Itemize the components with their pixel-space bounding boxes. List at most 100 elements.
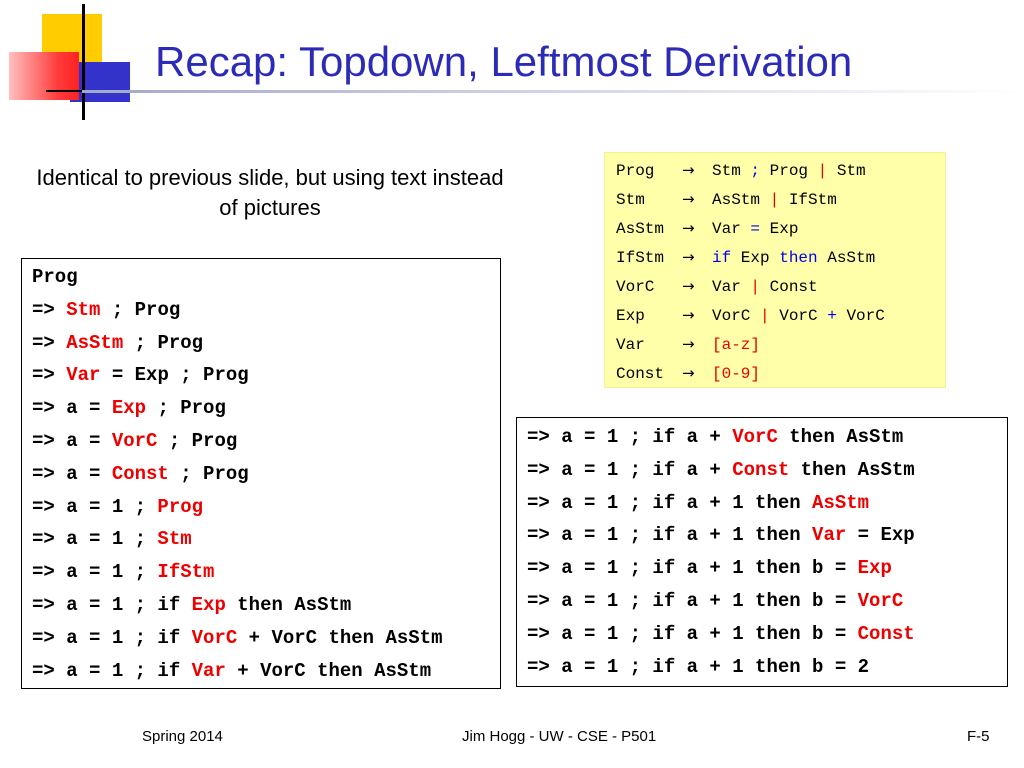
highlighted-symbol: [0-9] xyxy=(712,365,761,383)
derivation-step: => a = Exp ; Prog xyxy=(32,396,226,420)
plain-text: ; Prog xyxy=(168,462,249,485)
plain-text: = Exp ; Prog xyxy=(100,364,249,387)
derivation-step: => a = 1 ; if a + 1 then AsStm xyxy=(527,491,869,515)
highlighted-symbol: then xyxy=(779,249,818,267)
derivation-step: => AsStm ; Prog xyxy=(32,331,203,355)
highlighted-symbol: | xyxy=(750,278,761,296)
plain-text: => a = xyxy=(32,462,112,485)
highlighted-symbol: Var xyxy=(66,364,101,387)
highlighted-symbol: VorC xyxy=(732,426,778,448)
highlighted-symbol: + xyxy=(827,307,837,325)
grammar-lhs: Exp xyxy=(616,307,645,325)
plain-text: => a = 1 ; if xyxy=(32,659,192,682)
grammar-lhs: IfStm xyxy=(616,249,665,267)
grammar-rule-ifstm: IfStm → if Exp then AsStm xyxy=(616,247,875,268)
highlighted-symbol: Exp xyxy=(191,594,226,616)
highlighted-symbol: Stm xyxy=(66,298,101,321)
plain-text: Stm xyxy=(827,162,866,180)
logo-vertical-line xyxy=(82,4,85,120)
logo-blue-block xyxy=(70,62,130,102)
plain-text: ; Prog xyxy=(100,298,181,321)
plain-text: Exp xyxy=(731,249,780,267)
highlighted-symbol: AsStm xyxy=(66,331,124,354)
plain-text: Const xyxy=(760,278,818,296)
derivation-step: => a = 1 ; if a + Const then AsStm xyxy=(527,458,915,482)
highlighted-symbol: Var xyxy=(191,659,226,682)
plain-text: Var xyxy=(712,220,751,238)
slide-title: Recap: Topdown, Leftmost Derivation xyxy=(155,38,853,85)
derivation-step: => a = 1 ; if a + 1 then b = VorC xyxy=(527,589,903,613)
plain-text: then AsStm xyxy=(225,594,352,616)
derivation-step: => a = 1 ; if Var + VorC then AsStm xyxy=(32,659,431,683)
grammar-rules-box: Prog → Stm ; Prog | Stm Stm → AsStm | IfStm As… xyxy=(604,152,946,388)
highlighted-symbol: Prog xyxy=(157,495,204,518)
derivation-step: => a = 1 ; if a + 1 then b = Const xyxy=(527,622,915,646)
derivation-step: => a = VorC ; Prog xyxy=(32,429,237,453)
plain-text: => a = 1 ; if a + 1 then b = xyxy=(527,590,858,612)
arrow-icon: → xyxy=(682,277,695,295)
plain-text: = Exp xyxy=(846,524,915,547)
highlighted-symbol: AsStm xyxy=(812,491,870,514)
grammar-lhs: VorC xyxy=(616,278,655,296)
highlighted-symbol: if xyxy=(712,249,732,267)
grammar-lhs: AsStm xyxy=(616,220,665,238)
arrow-icon: → xyxy=(682,364,695,382)
slide-logo-decoration xyxy=(0,0,140,125)
highlighted-symbol: Stm xyxy=(157,528,192,551)
title-underline xyxy=(82,90,1022,93)
plain-text: => a = 1 ; if a + xyxy=(527,458,733,481)
plain-text: VorC xyxy=(712,307,761,325)
plain-text: Exp xyxy=(760,220,799,238)
plain-text: then AsStm xyxy=(777,426,904,448)
derivation-step: => a = Const ; Prog xyxy=(32,462,249,486)
plain-text: AsStm xyxy=(817,249,876,267)
plain-text: Var xyxy=(712,278,751,296)
derivation-step: => a = 1 ; Stm xyxy=(32,527,192,551)
derivation-box-right: => a = 1 ; if a + VorC then AsStm => a = … xyxy=(516,417,1008,687)
derivation-step: => Var = Exp ; Prog xyxy=(32,363,249,387)
highlighted-symbol: Const xyxy=(732,458,790,481)
plain-text: IfStm xyxy=(779,191,837,209)
plain-text: + VorC then AsStm xyxy=(225,659,432,682)
grammar-rule-stm: Stm → AsStm | IfStm xyxy=(616,189,837,210)
plain-text: => a = 1 ; xyxy=(32,528,158,551)
logo-red-block xyxy=(9,52,79,100)
plain-text: => a = 1 ; if a + 1 then b = xyxy=(527,557,858,580)
plain-text: => a = 1 ; if xyxy=(32,626,192,649)
footer-slide-number: F-5 xyxy=(967,728,990,745)
grammar-lhs: Var xyxy=(616,336,645,354)
arrow-icon: → xyxy=(682,190,695,208)
plain-text: => a = 1 ; if a + 1 then xyxy=(527,524,813,547)
derivation-step: => a = 1 ; if Exp then AsStm xyxy=(32,593,351,617)
footer-author: Jim Hogg - UW - CSE - P501 xyxy=(462,728,657,745)
slide-subtitle: Identical to previous slide, but using t… xyxy=(36,165,504,220)
derivation-box-left: Prog => Stm ; Prog => AsStm ; Prog => Var =… xyxy=(21,258,501,689)
arrow-icon: → xyxy=(682,161,695,179)
grammar-rule-prog: Prog → Stm ; Prog | Stm xyxy=(616,160,866,181)
grammar-lhs: Const xyxy=(616,365,665,383)
highlighted-symbol: Const xyxy=(111,462,169,485)
derivation-step: => a = 1 ; IfStm xyxy=(32,560,214,584)
highlighted-symbol: [a-z] xyxy=(712,336,761,354)
plain-text: Prog xyxy=(32,266,78,288)
derivation-step: => a = 1 ; Prog xyxy=(32,495,203,519)
plain-text: VorC xyxy=(769,307,828,325)
highlighted-symbol: Var xyxy=(812,524,847,547)
derivation-step: => Stm ; Prog xyxy=(32,298,180,322)
grammar-rule-asstm: AsStm → Var = Exp xyxy=(616,218,798,239)
plain-text: => a = 1 ; xyxy=(32,561,158,584)
plain-text: => xyxy=(32,364,67,387)
highlighted-symbol: = xyxy=(750,220,761,238)
grammar-rule-vorc: VorC → Var | Const xyxy=(616,276,818,297)
arrow-icon: → xyxy=(682,335,695,353)
derivation-step: Prog xyxy=(32,265,78,289)
grammar-rule-const: Const → [0-9] xyxy=(616,363,760,384)
highlighted-symbol: VorC xyxy=(191,626,238,649)
highlighted-symbol: VorC xyxy=(857,590,904,612)
plain-text: => a = xyxy=(32,430,112,452)
highlighted-symbol: VorC xyxy=(111,430,158,452)
plain-text: => a = xyxy=(32,397,112,420)
plain-text: => a = 1 ; if a + xyxy=(527,426,733,448)
highlighted-symbol: Exp xyxy=(111,397,147,420)
plain-text: => a = 1 ; if a + 1 then b = xyxy=(527,622,858,645)
